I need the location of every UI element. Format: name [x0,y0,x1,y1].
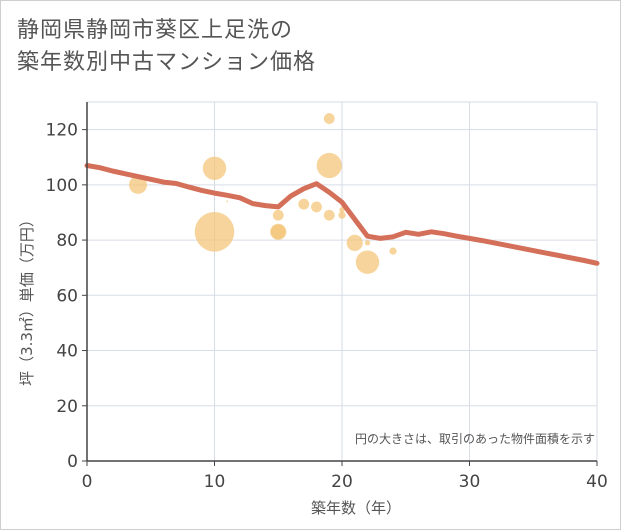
bubble-point [298,198,310,210]
bubble-point [226,200,229,203]
chart-title: 静岡県静岡市葵区上足洗の 築年数別中古マンション価格 [17,15,577,79]
y-tick-label: 80 [56,231,78,251]
bubble-point [194,211,235,252]
bubble-point [339,207,345,213]
y-tick-label: 60 [56,286,78,306]
y-tick-label: 120 [46,121,78,141]
bubble-point [271,224,286,239]
x-tick-label: 0 [82,472,93,492]
bubble-size-note: 円の大きさは、取引のあった物件面積を示す [355,431,595,446]
bubble-point [202,156,227,180]
y-tick-label: 20 [56,397,78,417]
bubble-point [323,113,335,124]
bubble-point [311,201,322,213]
x-tick-label: 30 [459,472,481,492]
trend-line-group [84,163,600,266]
y-tick-label: 40 [56,342,78,362]
y-tick-label: 0 [67,452,78,472]
y-tick-label: 100 [46,176,78,196]
axes: 0 20 40 60 80 100 120 0 10 20 30 40 [46,102,608,492]
bubble-point [338,211,346,219]
grid [87,101,598,461]
y-axis-label: 坪（3.3㎡）単価（万円） [18,212,36,386]
trend-line [84,163,600,266]
title-line-1: 静岡県静岡市葵区上足洗の [17,18,294,43]
x-tick-label: 20 [331,472,353,492]
bubble-point [272,209,284,221]
bubble-point [355,250,380,274]
x-tick-label: 10 [204,472,226,492]
title-line-2: 築年数別中古マンション価格 [17,50,317,75]
x-tick-label: 40 [586,472,608,492]
bubbles [129,113,397,274]
bubble-point [323,209,335,221]
x-axis-label: 築年数（年） [311,499,401,517]
bubble-point [316,152,342,179]
bubble-point [346,234,363,251]
bubble-point [364,240,371,246]
bubble-point [129,175,147,194]
bubble-point [389,247,397,255]
